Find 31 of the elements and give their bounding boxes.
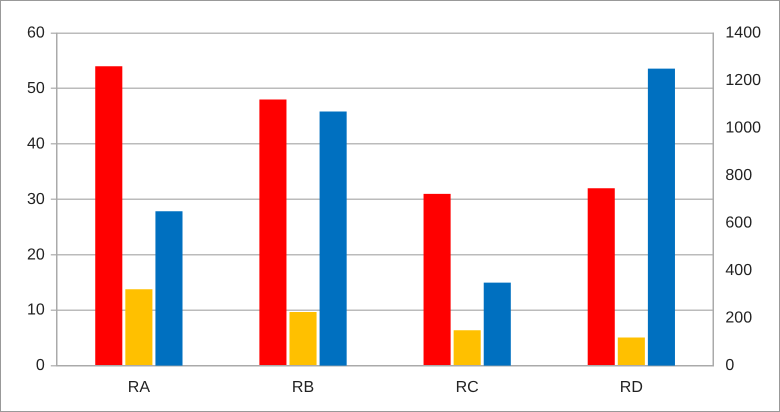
y2-tick-label: 200	[725, 310, 752, 327]
y-tick-label: 0	[36, 357, 45, 374]
y2-tick-label: 0	[725, 357, 734, 374]
y-tick-label: 30	[27, 190, 45, 208]
y2-tick-label: 800	[725, 167, 752, 184]
y2-tick-label: 1200	[725, 72, 762, 89]
bar	[424, 194, 451, 366]
x-tick-label: RA	[128, 378, 150, 396]
bar	[648, 68, 675, 366]
bar	[618, 338, 645, 366]
y-tick-label: 60	[27, 24, 45, 42]
bar	[259, 100, 286, 366]
y2-tick-label: 1400	[725, 24, 762, 42]
y-tick-label: 50	[27, 80, 45, 97]
bar	[484, 282, 511, 366]
x-tick-label: RD	[620, 378, 643, 396]
y2-tick-label: 600	[725, 214, 752, 232]
x-tick-label: RC	[456, 378, 479, 396]
bar	[125, 289, 152, 366]
y-tick-label: 10	[27, 302, 45, 319]
y-tick-label: 40	[27, 135, 45, 152]
bar	[588, 188, 615, 366]
y2-tick-label: 400	[725, 262, 752, 280]
bar	[95, 66, 122, 366]
bar	[289, 312, 317, 366]
bar	[320, 111, 347, 366]
bar	[155, 211, 183, 366]
bar	[454, 330, 481, 366]
y-tick-label: 20	[27, 246, 45, 264]
y2-tick-label: 1000	[725, 119, 762, 136]
x-tick-label: RB	[292, 378, 314, 396]
